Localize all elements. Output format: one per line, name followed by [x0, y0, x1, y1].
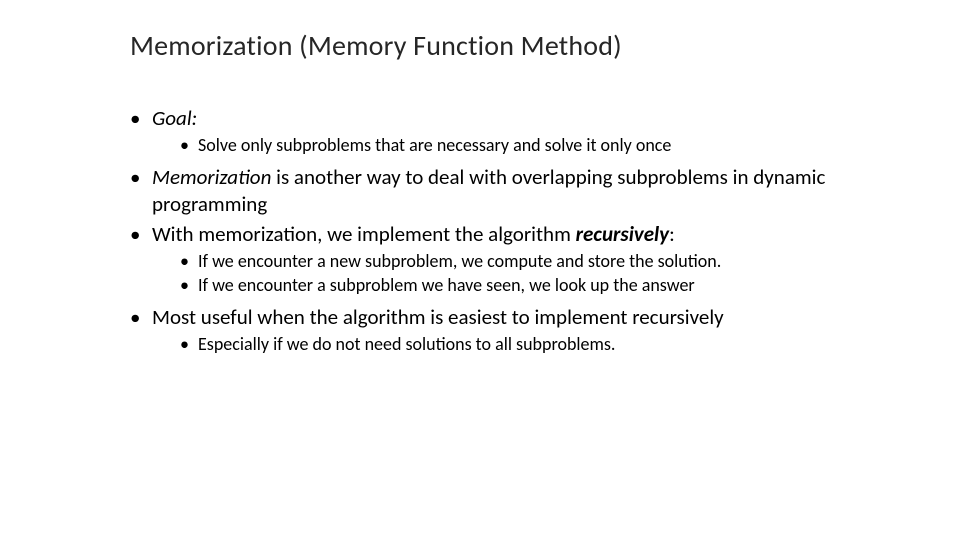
bullet-useful-text: Most useful when the algorithm is easies… [152, 304, 724, 330]
bullet-memorization-em: Memorization [152, 164, 271, 190]
bullet-recursive-em: recursively [576, 221, 669, 247]
slide-title: Memorization (Memory Function Method) [130, 28, 900, 63]
sublist-goal: Solve only subproblems that are necessar… [180, 134, 900, 158]
slide: Memorization (Memory Function Method) Go… [0, 0, 960, 540]
sublist-recursive: If we encounter a new subproblem, we com… [180, 250, 900, 298]
bullet-recursive: With memorization, we implement the algo… [130, 221, 900, 297]
subbullet-useful-1: Especially if we do not need solutions t… [180, 333, 900, 357]
subbullet-recursive-2: If we encounter a subproblem we have see… [180, 274, 900, 298]
bullet-list: Goal: Solve only subproblems that are ne… [130, 105, 900, 356]
bullet-useful: Most useful when the algorithm is easies… [130, 304, 900, 357]
sublist-useful: Especially if we do not need solutions t… [180, 333, 900, 357]
bullet-memorization: Memorization is another way to deal with… [130, 164, 900, 218]
subbullet-goal-1: Solve only subproblems that are necessar… [180, 134, 900, 158]
bullet-recursive-c: : [669, 221, 675, 247]
bullet-recursive-a: With memorization, we implement the algo… [152, 221, 576, 247]
bullet-goal-text: Goal: [152, 105, 197, 131]
subbullet-recursive-1: If we encounter a new subproblem, we com… [180, 250, 900, 274]
bullet-goal: Goal: Solve only subproblems that are ne… [130, 105, 900, 158]
